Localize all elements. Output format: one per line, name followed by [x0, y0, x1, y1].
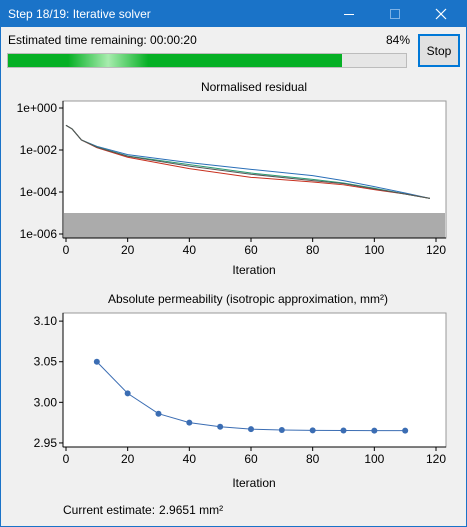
permeability-x-tick-label: 60 — [244, 452, 258, 466]
permeability-data-point — [340, 427, 347, 434]
time-remaining-label: Estimated time remaining: 00:00:20 — [8, 33, 197, 47]
minimize-icon — [344, 14, 354, 15]
maximize-button — [372, 1, 418, 27]
permeability-x-axis-label: Iteration — [232, 476, 275, 490]
progress-percent: 84% — [386, 33, 411, 47]
maximize-icon — [390, 9, 400, 19]
permeability-x-tick-label: 20 — [121, 452, 135, 466]
residual-y-tick-label: 1e-004 — [20, 185, 58, 199]
permeability-data-point — [248, 426, 254, 433]
title-bar[interactable]: Step 18/19: Iterative solver — [1, 1, 466, 27]
permeability-x-tick-label: 120 — [426, 452, 446, 466]
permeability-x-tick-label: 80 — [306, 452, 320, 466]
permeability-data-point — [402, 427, 409, 434]
residual-x-tick-label: 100 — [364, 243, 384, 257]
permeability-plot-area — [62, 312, 447, 448]
residual-shaded-region — [64, 213, 445, 238]
residual-x-axis-label: Iteration — [232, 263, 275, 277]
residual-y-tick-label: 1e+000 — [17, 101, 58, 115]
current-estimate: Current estimate: 2.9651 mm² — [63, 503, 223, 517]
residual-chart-title: Normalised residual — [201, 80, 307, 94]
minimize-button[interactable] — [326, 1, 372, 27]
residual-chart: Normalised residual 0 20 40 60 80 100 120 1e-00… — [17, 80, 447, 277]
current-estimate-value: 2.9651 mm² — [159, 503, 224, 517]
permeability-chart-title: Absolute permeability (isotropic approxi… — [108, 292, 388, 306]
permeability-y-tick-label: 3.05 — [34, 355, 58, 369]
permeability-x-tick-label: 100 — [364, 452, 384, 466]
permeability-data-point — [278, 426, 285, 433]
residual-x-tick-label: 120 — [426, 243, 446, 257]
residual-y-tick-label: 1e-002 — [20, 143, 58, 157]
stop-button[interactable]: Stop — [418, 34, 460, 67]
permeability-y-tick-label: 3.00 — [34, 395, 58, 409]
progress-fill — [8, 54, 343, 67]
permeability-chart: Absolute permeability (isotropic approxi… — [34, 292, 447, 490]
permeability-data-point — [371, 427, 378, 434]
residual-x-tick-label: 60 — [244, 243, 258, 257]
permeability-x-tick-label: 0 — [63, 452, 70, 466]
permeability-x-tick-label: 40 — [183, 452, 197, 466]
residual-series-line — [65, 124, 430, 199]
permeability-data-point — [309, 427, 316, 434]
progress-bar — [7, 53, 407, 68]
residual-y-tick-label: 1e-006 — [20, 227, 58, 241]
permeability-y-tick-label: 3.10 — [34, 314, 58, 328]
residual-x-tick-label: 40 — [183, 243, 197, 257]
close-icon — [435, 8, 447, 20]
permeability-y-tick-label: 2.95 — [34, 436, 58, 450]
permeability-data-point — [155, 410, 162, 417]
residual-x-tick-label: 80 — [306, 243, 320, 257]
permeability-data-point — [186, 419, 193, 426]
current-estimate-label: Current estimate: — [63, 503, 156, 517]
residual-x-tick-label: 20 — [121, 243, 135, 257]
permeability-data-point — [124, 390, 131, 397]
window-title: Step 18/19: Iterative solver — [8, 7, 151, 21]
permeability-data-point — [217, 423, 224, 430]
close-button[interactable] — [418, 1, 464, 27]
residual-x-tick-label: 0 — [63, 243, 70, 257]
permeability-data-point — [93, 358, 100, 365]
